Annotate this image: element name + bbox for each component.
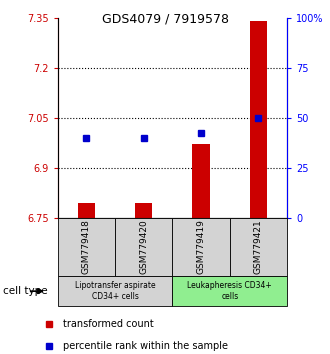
Bar bbox=[230, 218, 287, 276]
Bar bbox=[135, 204, 152, 218]
Text: transformed count: transformed count bbox=[63, 319, 154, 329]
Bar bbox=[250, 21, 267, 218]
Text: GSM779421: GSM779421 bbox=[254, 219, 263, 274]
Text: cell type: cell type bbox=[3, 286, 48, 296]
Text: GSM779420: GSM779420 bbox=[139, 219, 148, 274]
Bar bbox=[172, 218, 230, 276]
Text: Lipotransfer aspirate
CD34+ cells: Lipotransfer aspirate CD34+ cells bbox=[75, 281, 155, 301]
Bar bbox=[172, 276, 287, 306]
Text: GSM779419: GSM779419 bbox=[197, 219, 206, 274]
Text: Leukapheresis CD34+
cells: Leukapheresis CD34+ cells bbox=[187, 281, 272, 301]
Bar bbox=[192, 144, 210, 218]
Text: GDS4079 / 7919578: GDS4079 / 7919578 bbox=[102, 12, 228, 25]
Bar bbox=[78, 204, 95, 218]
Text: percentile rank within the sample: percentile rank within the sample bbox=[63, 341, 228, 350]
Bar bbox=[58, 218, 115, 276]
Bar bbox=[58, 276, 172, 306]
Text: GSM779418: GSM779418 bbox=[82, 219, 91, 274]
Bar bbox=[115, 218, 172, 276]
